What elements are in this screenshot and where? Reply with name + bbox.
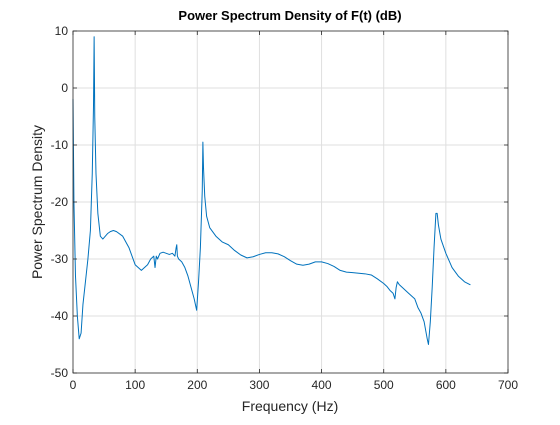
y-tick-label: 0 — [61, 81, 68, 95]
grid-lines — [73, 31, 508, 373]
x-tick-label: 0 — [70, 378, 77, 392]
x-tick-label: 600 — [436, 378, 456, 392]
y-tick-label: -50 — [51, 366, 69, 380]
x-tick-label: 300 — [249, 378, 269, 392]
chart-title: Power Spectrum Density of F(t) (dB) — [178, 8, 401, 23]
series-layer — [72, 36, 471, 345]
x-tick-label: 700 — [498, 378, 518, 392]
tick-labels: 0 100 200 300 400 500 600 700 -50 -40 -30 -20 -10 0 10 — [51, 24, 519, 392]
x-axis-label: Frequency (Hz) — [242, 398, 338, 414]
x-tick-label: 200 — [187, 378, 207, 392]
y-tick-label: -10 — [51, 138, 69, 152]
x-tick-label: 500 — [374, 378, 394, 392]
tick-marks — [72, 30, 509, 374]
series-line-1 — [72, 36, 471, 345]
y-tick-label: -30 — [51, 252, 69, 266]
x-tick-label: 400 — [312, 378, 332, 392]
x-tick-label: 100 — [125, 378, 145, 392]
y-tick-label: -20 — [51, 195, 69, 209]
y-tick-label: -40 — [51, 309, 69, 323]
y-tick-label: 10 — [55, 24, 69, 38]
y-axis-label: Power Spectrum Density — [29, 125, 45, 279]
